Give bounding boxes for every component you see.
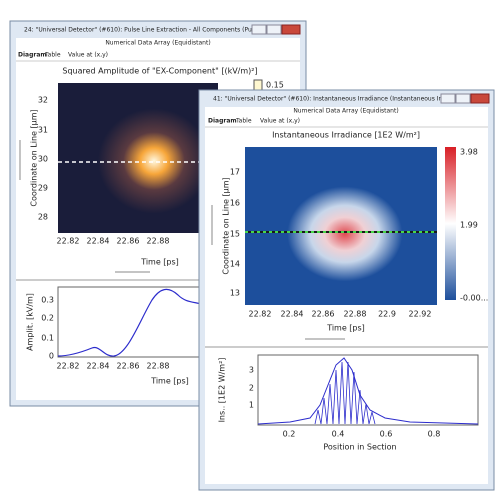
x-tick-label: 22.88 [344,310,367,319]
y-tick-label: 14 [230,260,240,269]
y-tick-label: 31 [38,126,48,135]
x-tick-label: 0.2 [283,430,296,439]
window-subtitle: Numerical Data Array (Equidistant) [293,108,398,115]
x-tick-label: 22.84 [87,237,110,246]
x-axis-label: Time [ps] [326,324,365,333]
x-tick-label: 0.8 [428,430,441,439]
x-axis-label: Time [ps] [150,377,189,386]
y-tick-label: 16 [230,199,240,208]
x-tick-label: 22.9 [378,310,396,319]
minimize-button[interactable] [251,24,267,35]
tab[interactable]: Value at (x,y) [68,52,108,59]
amplitude-curve [57,288,219,357]
x-tick-label: 22.86 [117,362,140,371]
y-axis-label: Ins.. [1E2 W/m²] [218,358,227,423]
tab[interactable]: Table [44,52,61,59]
x-tick-label: 22.82 [57,237,80,246]
heatmap-title: Squared Amplitude of "EX-Component" [(kV… [62,67,257,76]
y-tick-label: 3 [249,366,254,375]
line-plot-frame [257,354,479,426]
colorbar-tick-label: 1.99 [460,221,478,230]
window-title: 41: "Universal Detector" (#610): Instant… [213,96,462,103]
y-tick-label: 0.1 [41,334,54,343]
heatmap [58,83,218,233]
y-tick-label: 1 [249,401,254,410]
colorbar-tick-label: 3.98 [460,148,478,157]
y-tick-label: 28 [38,213,48,222]
y-tick-label: 17 [230,168,240,177]
x-tick-label: 22.86 [312,310,335,319]
x-tick-label: 22.88 [147,237,170,246]
window-subtitle: Numerical Data Array (Equidistant) [105,40,210,47]
heatmap [245,147,437,305]
x-tick-label: 22.88 [147,362,170,371]
colorbar [445,147,456,300]
heatmap-title: Instantaneous Irradiance [1E2 W/m²] [272,131,420,140]
irradiance-oscillation [314,361,376,425]
y-tick-label: 15 [230,230,240,239]
tab[interactable]: Diagram [208,118,237,125]
window-2: 41: "Universal Detector" (#610): Instant… [198,89,495,491]
x-tick-label: 22.84 [281,310,304,319]
irradiance-envelope [257,357,479,425]
y-tick-label: 30 [38,155,48,164]
x-tick-label: 22.92 [409,310,432,319]
tab[interactable]: Value at (x,y) [260,118,300,125]
close-button[interactable] [470,93,490,104]
x-tick-label: 22.82 [57,362,80,371]
y-axis-label: Amplit. [kV/m] [26,293,35,351]
x-axis-label: Time [ps] [140,258,179,267]
maximize-button[interactable] [266,24,282,35]
tab[interactable]: Diagram [18,52,47,59]
colorbar-tick-label: 0.15 [266,81,284,90]
y-tick-label: 29 [38,184,48,193]
y-axis-label: Coordinate on Line [µm] [222,177,231,274]
tab[interactable]: Table [235,118,252,125]
colorbar [253,79,263,91]
window-title: 24: "Universal Detector" (#610): Pulse L… [24,27,286,34]
x-tick-label: 22.86 [117,237,140,246]
maximize-button[interactable] [455,93,471,104]
y-tick-label: 2 [249,384,254,393]
y-tick-label: 0.3 [41,296,54,305]
minimize-button[interactable] [440,93,456,104]
x-axis-label: Position in Section [323,443,396,452]
y-tick-label: 32 [38,96,48,105]
y-tick-label: 0 [49,352,54,361]
x-tick-label: 22.84 [87,362,110,371]
y-axis-label: Coordinate on Line [µm] [30,109,39,206]
x-tick-label: 22.82 [249,310,272,319]
y-tick-label: 13 [230,289,240,298]
y-tick-label: 0.2 [41,314,54,323]
close-button[interactable] [281,24,301,35]
colorbar-tick-label: -0.00... [460,294,488,303]
x-tick-label: 0.6 [380,430,393,439]
x-tick-label: 0.4 [332,430,345,439]
